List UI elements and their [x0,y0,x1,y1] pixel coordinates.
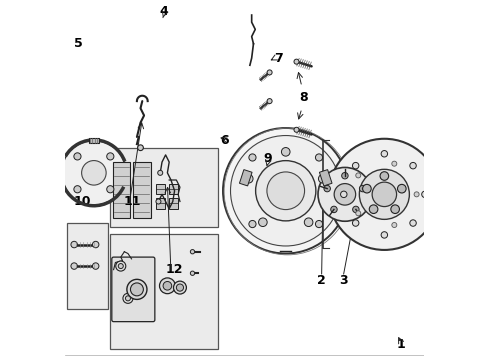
Circle shape [92,263,99,269]
Bar [133,162,150,218]
Circle shape [371,182,396,207]
Text: 4: 4 [159,5,168,18]
Circle shape [362,184,370,193]
Circle shape [266,99,271,104]
Circle shape [116,261,125,271]
Circle shape [176,284,183,291]
Circle shape [397,184,405,193]
Circle shape [92,241,99,248]
Circle shape [71,263,77,269]
Bar [319,170,331,186]
Circle shape [106,153,114,160]
Bar [169,184,178,194]
Circle shape [248,220,256,228]
Bar [110,234,217,348]
Circle shape [190,249,194,254]
Text: 10: 10 [74,195,91,208]
Circle shape [74,186,81,193]
FancyBboxPatch shape [112,257,155,321]
Circle shape [293,127,298,132]
Circle shape [359,185,365,192]
Circle shape [380,150,387,157]
Circle shape [230,135,340,246]
Circle shape [159,278,175,294]
Circle shape [352,220,358,226]
Circle shape [266,70,271,75]
Circle shape [158,170,163,175]
Text: 3: 3 [338,274,346,287]
Circle shape [379,172,388,180]
Circle shape [391,222,396,228]
Bar [155,184,164,194]
Text: 11: 11 [123,195,141,208]
Circle shape [352,162,358,169]
Circle shape [223,128,348,253]
Circle shape [355,173,360,178]
Circle shape [340,191,346,198]
Bar [113,162,130,218]
Circle shape [258,218,266,226]
Bar [67,223,108,309]
Circle shape [81,161,106,185]
Circle shape [248,154,256,161]
Circle shape [409,220,415,226]
Circle shape [315,220,322,228]
Circle shape [266,172,304,210]
Circle shape [61,140,126,205]
Bar [239,170,251,186]
Circle shape [391,161,396,166]
Circle shape [368,205,377,213]
Circle shape [323,185,330,192]
Circle shape [137,145,143,150]
Circle shape [244,175,252,183]
Circle shape [130,283,143,296]
Circle shape [190,271,194,275]
Bar [89,138,99,143]
Circle shape [333,184,355,205]
Circle shape [352,206,358,213]
Circle shape [317,167,371,221]
Circle shape [413,192,418,197]
Text: 8: 8 [299,91,307,104]
Circle shape [355,211,360,216]
Text: 12: 12 [165,263,183,276]
Text: 6: 6 [220,134,228,147]
Circle shape [173,281,186,294]
Circle shape [106,186,114,193]
Circle shape [409,162,415,169]
Circle shape [126,279,147,300]
Circle shape [163,282,171,290]
Circle shape [293,59,298,64]
Circle shape [304,218,312,226]
Text: 2: 2 [317,274,325,287]
Circle shape [318,175,326,183]
Circle shape [281,148,289,156]
Circle shape [255,161,315,221]
Text: 5: 5 [74,37,82,50]
Circle shape [328,139,439,250]
Bar [110,148,217,226]
Circle shape [359,169,408,219]
Bar [155,198,164,209]
Text: 9: 9 [263,152,271,165]
Circle shape [341,172,347,179]
Text: 7: 7 [274,51,283,64]
Circle shape [390,205,399,213]
Bar [169,198,178,209]
Circle shape [330,206,337,213]
Circle shape [71,241,77,248]
Circle shape [118,264,123,269]
Circle shape [380,232,387,238]
Circle shape [122,293,133,303]
Circle shape [315,154,322,161]
Text: 1: 1 [395,338,404,351]
Circle shape [421,191,427,198]
Circle shape [125,296,130,301]
Circle shape [156,199,161,204]
Circle shape [74,153,81,160]
